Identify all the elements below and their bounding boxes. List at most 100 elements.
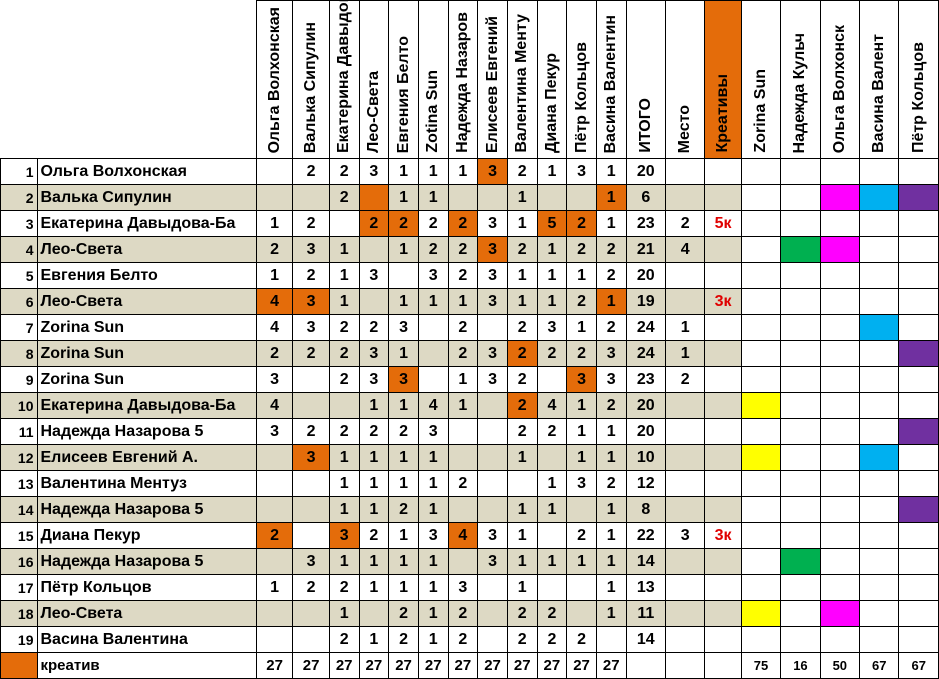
- creative-header[interactable]: Креативы: [704, 0, 742, 159]
- creative-cell[interactable]: [704, 470, 742, 497]
- extra-mark-cell[interactable]: [740, 340, 782, 367]
- score-cell[interactable]: 1: [417, 548, 449, 575]
- extra-mark-cell[interactable]: [859, 288, 900, 315]
- extra-mark-cell[interactable]: [859, 158, 900, 185]
- creative-cell[interactable]: [704, 392, 742, 419]
- score-cell[interactable]: 3: [292, 444, 330, 471]
- score-cell[interactable]: 1: [506, 262, 538, 289]
- score-cell[interactable]: 1: [447, 158, 479, 185]
- score-cell[interactable]: 3: [292, 314, 330, 341]
- score-cell[interactable]: 2: [417, 210, 449, 237]
- score-cell[interactable]: 3: [536, 314, 568, 341]
- score-cell[interactable]: 3: [358, 366, 390, 393]
- score-cell[interactable]: 3: [417, 418, 449, 445]
- place-cell[interactable]: [664, 392, 706, 419]
- participant-name[interactable]: Екатерина Давыдова-Ба: [36, 210, 257, 237]
- score-cell[interactable]: 2: [447, 340, 479, 367]
- row-number[interactable]: 11: [0, 418, 38, 445]
- score-cell[interactable]: 1: [595, 184, 627, 211]
- creative-cell[interactable]: [704, 262, 742, 289]
- score-cell[interactable]: 4: [255, 288, 294, 315]
- score-cell[interactable]: 2: [358, 418, 390, 445]
- place-cell[interactable]: 3: [664, 522, 706, 549]
- extra-mark-cell[interactable]: [740, 600, 782, 627]
- score-cell[interactable]: 2: [506, 392, 538, 419]
- score-cell[interactable]: 4: [536, 392, 568, 419]
- extra-mark-cell[interactable]: [740, 314, 782, 341]
- score-cell[interactable]: [536, 574, 568, 601]
- score-cell[interactable]: 2: [447, 314, 479, 341]
- row-number[interactable]: 6: [0, 288, 38, 315]
- participant-name[interactable]: Пётр Кольцов: [36, 574, 257, 601]
- score-cell[interactable]: 2: [536, 340, 568, 367]
- score-cell[interactable]: [255, 496, 294, 523]
- score-cell[interactable]: 1: [536, 236, 568, 263]
- extra-mark-cell[interactable]: [898, 236, 939, 263]
- extra-mark-cell[interactable]: [898, 522, 939, 549]
- score-cell[interactable]: [255, 470, 294, 497]
- score-cell[interactable]: 2: [328, 158, 360, 185]
- place-cell[interactable]: [664, 600, 706, 627]
- place-cell[interactable]: 4: [664, 236, 706, 263]
- score-cell[interactable]: 1: [358, 574, 390, 601]
- extra-mark-cell[interactable]: [819, 314, 861, 341]
- score-cell[interactable]: 1: [328, 496, 360, 523]
- score-cell[interactable]: 2: [388, 210, 419, 237]
- score-cell[interactable]: [536, 366, 568, 393]
- extra-mark-cell[interactable]: [740, 444, 782, 471]
- score-cell[interactable]: [358, 236, 390, 263]
- score-cell[interactable]: 1: [328, 470, 360, 497]
- extra-mark-cell[interactable]: [859, 626, 900, 653]
- extra-mark-cell[interactable]: [898, 262, 939, 289]
- score-cell[interactable]: 3: [477, 236, 508, 263]
- extra-mark-cell[interactable]: [898, 470, 939, 497]
- participant-name[interactable]: Надежда Назарова 5: [36, 496, 257, 523]
- participant-name[interactable]: Диана Пекур: [36, 522, 257, 549]
- extra-mark-cell[interactable]: [740, 184, 782, 211]
- extra-mark-cell[interactable]: [859, 548, 900, 575]
- score-cell[interactable]: [358, 288, 390, 315]
- score-cell[interactable]: 1: [506, 210, 538, 237]
- score-cell[interactable]: 1: [506, 184, 538, 211]
- score-cell[interactable]: 3: [477, 288, 508, 315]
- score-cell[interactable]: [255, 626, 294, 653]
- place-cell[interactable]: [664, 626, 706, 653]
- score-cell[interactable]: [447, 184, 479, 211]
- total-cell[interactable]: 8: [625, 496, 666, 523]
- footer-extra[interactable]: 16: [780, 652, 821, 679]
- score-cell[interactable]: 1: [566, 314, 597, 341]
- score-cell[interactable]: 1: [417, 600, 449, 627]
- score-cell[interactable]: 3: [477, 210, 508, 237]
- score-cell[interactable]: 3: [388, 366, 419, 393]
- judge-header[interactable]: Валька Сипулин: [292, 0, 330, 159]
- extra-mark-cell[interactable]: [819, 496, 861, 523]
- extra-mark-cell[interactable]: [819, 210, 861, 237]
- participant-name[interactable]: Лео-Света: [36, 600, 257, 627]
- extra-mark-cell[interactable]: [819, 392, 861, 419]
- extra-mark-cell[interactable]: [740, 548, 782, 575]
- total-cell[interactable]: 19: [625, 288, 666, 315]
- extra-mark-cell[interactable]: [819, 626, 861, 653]
- score-cell[interactable]: 1: [328, 444, 360, 471]
- score-cell[interactable]: [388, 262, 419, 289]
- score-cell[interactable]: 1: [506, 574, 538, 601]
- total-cell[interactable]: 11: [625, 600, 666, 627]
- extra-mark-cell[interactable]: [898, 210, 939, 237]
- score-cell[interactable]: [328, 210, 360, 237]
- footer-total[interactable]: 27: [417, 652, 449, 679]
- footer-total[interactable]: 27: [292, 652, 330, 679]
- row-number[interactable]: 5: [0, 262, 38, 289]
- score-cell[interactable]: 1: [536, 288, 568, 315]
- judge-header[interactable]: Ольга Волхонская: [255, 0, 294, 159]
- extra-mark-cell[interactable]: [780, 418, 821, 445]
- extra-mark-cell[interactable]: [780, 392, 821, 419]
- score-cell[interactable]: [477, 496, 508, 523]
- footer-empty[interactable]: [664, 652, 706, 679]
- extra-mark-cell[interactable]: [898, 366, 939, 393]
- participant-name[interactable]: Надежда Назарова 5: [36, 418, 257, 445]
- score-cell[interactable]: 2: [506, 418, 538, 445]
- score-cell[interactable]: 3: [358, 340, 390, 367]
- extra-mark-cell[interactable]: [819, 262, 861, 289]
- extra-mark-cell[interactable]: [859, 262, 900, 289]
- score-cell[interactable]: 2: [506, 158, 538, 185]
